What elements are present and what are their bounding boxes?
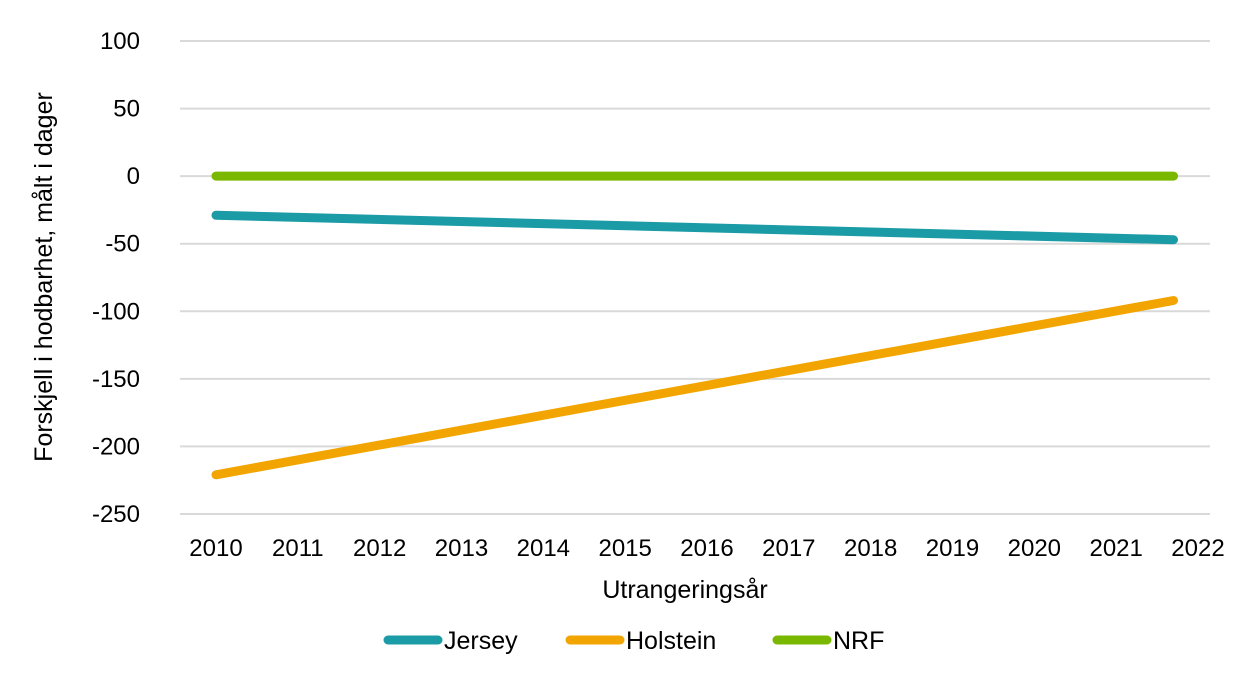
y-tick-label: 0: [127, 163, 140, 190]
x-tick-label: 2018: [844, 535, 897, 562]
x-tick-label: 2022: [1171, 535, 1224, 562]
x-tick-label: 2021: [1089, 535, 1142, 562]
legend: Jersey Holstein NRF: [383, 627, 884, 655]
x-tick-label: 2015: [598, 535, 651, 562]
x-tick-label: 2013: [435, 535, 488, 562]
series-line-holstein: [211, 296, 1178, 480]
x-axis-title: Utrangeringsår: [602, 576, 767, 604]
y-tick-label: -50: [105, 231, 140, 258]
x-tick-label: 2011: [272, 535, 324, 562]
x-tick-label: 2014: [517, 535, 570, 562]
series-lines: [211, 171, 1178, 480]
y-tick-label: -200: [92, 433, 140, 460]
series-line-jersey: [211, 210, 1178, 245]
y-tick-label: -100: [92, 298, 140, 325]
y-axis-title: Forskjell i hodbarhet, målt i dager: [30, 92, 58, 462]
x-tick-label: 2012: [353, 535, 406, 562]
legend-label: Holstein: [626, 627, 716, 655]
y-axis-tick-labels: 100 50 0 -50 -100 -150 -200 -250: [92, 28, 140, 528]
legend-item-nrf: NRF: [772, 627, 884, 655]
legend-label: NRF: [833, 627, 884, 655]
x-tick-label: 2019: [926, 535, 979, 562]
gridlines: [180, 40, 1210, 515]
legend-label: Jersey: [444, 627, 518, 655]
x-tick-label: 2016: [680, 535, 733, 562]
legend-item-jersey: Jersey: [383, 627, 518, 655]
y-tick-label: -250: [92, 501, 140, 528]
y-tick-label: 100: [100, 28, 140, 55]
x-tick-label: 2020: [1008, 535, 1061, 562]
y-tick-label: -150: [92, 366, 140, 393]
x-tick-label: 2010: [189, 535, 242, 562]
x-axis-tick-labels: 2010 2011 2012 2013 2014 2015 2016 2017 2018 2019…: [189, 535, 1224, 562]
x-tick-label: 2017: [762, 535, 815, 562]
legend-item-holstein: Holstein: [565, 627, 716, 655]
y-tick-label: 50: [113, 96, 140, 123]
